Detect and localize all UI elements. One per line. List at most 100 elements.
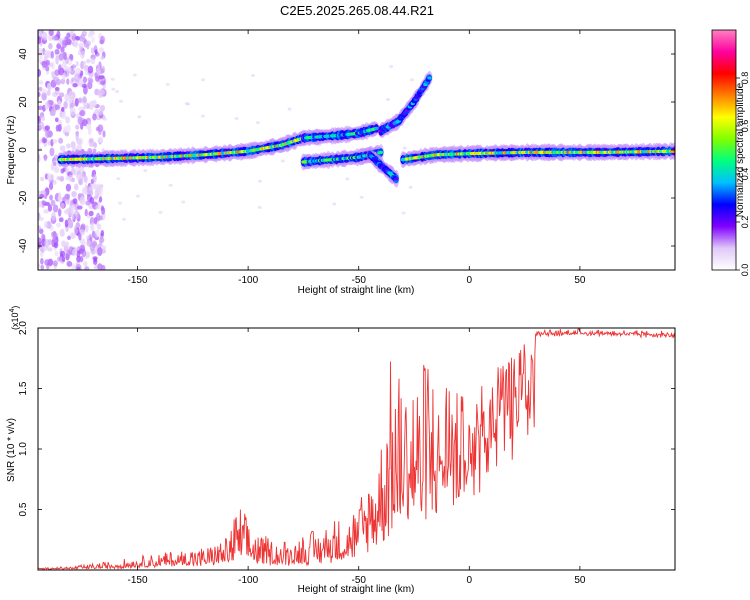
- heatmap-noise-cell: [97, 64, 101, 74]
- heatmap-noise-cell: [64, 241, 70, 250]
- heatmap-y-ticks: -40 -20 0 20 40: [18, 48, 675, 253]
- heatmap-noise-cell: [54, 104, 60, 111]
- heatmap-noise-cell: [86, 43, 90, 50]
- heatmap-noise-cell: [75, 67, 81, 76]
- heatmap-noise-cell: [65, 116, 71, 124]
- y-tick-label: 1.5: [18, 381, 29, 395]
- heatmap-noise-cell: [89, 197, 95, 204]
- heatmap-noise-cell: [79, 244, 85, 252]
- heatmap-weak-cell: [181, 200, 186, 204]
- heatmap-noise-cell: [44, 259, 51, 266]
- heatmap-noise-cell: [54, 117, 59, 123]
- heatmap-noise-cell: [47, 204, 53, 212]
- heatmap-noise-cell: [91, 101, 97, 107]
- heatmap-noise-cell: [81, 118, 88, 127]
- snr-multiplier-close: ): [10, 306, 20, 309]
- x-tick-label: -150: [128, 275, 148, 286]
- heatmap-weak-cell: [122, 217, 127, 221]
- heatmap-noise-cell: [38, 91, 41, 98]
- heatmap-noise-cell: [102, 84, 107, 90]
- heatmap-noise-cell: [85, 224, 89, 233]
- heatmap-noise-cell: [98, 75, 105, 80]
- heatmap-noise-cell: [52, 230, 57, 240]
- heatmap-noise-cell: [93, 173, 97, 183]
- heatmap-noise-cell: [95, 204, 100, 210]
- heatmap-noise-cell: [70, 204, 76, 214]
- heatmap-noise-cell: [64, 131, 70, 137]
- heatmap-noise-cell: [82, 96, 87, 103]
- heatmap-noise-cell: [70, 232, 76, 240]
- snr-series-line: [38, 328, 675, 570]
- heatmap-noise-cell: [92, 113, 97, 121]
- heatmap-noise-cell: [96, 185, 101, 193]
- heatmap-noise-cell: [45, 59, 50, 66]
- heatmap-noise-cell: [64, 209, 69, 215]
- heatmap-noise-cell: [43, 154, 47, 162]
- heatmap-noise-cell: [90, 47, 95, 55]
- heatmap-noise-cell: [84, 208, 88, 217]
- heatmap-noise-cell: [66, 260, 73, 267]
- heatmap-noise-cell: [47, 247, 53, 252]
- heatmap-noise-cell: [42, 138, 48, 143]
- heatmap-ridge-core: [394, 177, 399, 181]
- heatmap-noise-cell: [45, 129, 51, 139]
- heatmap-weak-cell: [200, 114, 205, 118]
- heatmap-noise-cell: [69, 102, 76, 108]
- heatmap-weak-cell: [332, 202, 337, 206]
- heatmap-noise-cell: [99, 238, 103, 245]
- heatmap-noise-cell: [91, 36, 95, 43]
- colorbar-tick-label: 0.0: [740, 264, 750, 277]
- heatmap-noise-cell: [72, 83, 78, 88]
- heatmap-noise-cell: [71, 77, 75, 82]
- heatmap-weak-cell: [401, 211, 406, 215]
- colorbar-tick-label: 0.4: [740, 168, 750, 181]
- heatmap-noise-cell: [61, 39, 68, 49]
- heatmap-ridge-core: [672, 149, 675, 153]
- y-tick-label: 2.0: [18, 321, 29, 335]
- heatmap-noise-cell: [60, 168, 65, 174]
- heatmap-noise-cell: [69, 106, 76, 116]
- heatmap-noise-cell: [40, 264, 45, 270]
- x-tick-label: -50: [351, 575, 366, 586]
- heatmap-weak-cell: [168, 183, 173, 187]
- heatmap-noise-cell: [41, 92, 47, 101]
- heatmap-noise-cell: [94, 49, 98, 55]
- heatmap-noise-cell: [59, 145, 66, 152]
- heatmap-noise-cell: [73, 39, 79, 49]
- heatmap-weak-cell: [255, 121, 260, 125]
- figure-title: C2E5.2025.265.08.44.R21: [280, 3, 434, 18]
- heatmap-noise-cell: [40, 257, 44, 265]
- heatmap-weak-cell: [158, 210, 163, 214]
- heatmap-noise-cell: [90, 222, 95, 231]
- heatmap-noise-cell: [38, 121, 45, 130]
- heatmap-noise-cell: [68, 90, 75, 100]
- heatmap-noise-cell: [42, 31, 48, 41]
- heatmap-noise-cell: [86, 185, 93, 194]
- heatmap-noise-cell: [88, 210, 94, 217]
- heatmap-weak-cell: [345, 177, 350, 181]
- colorbar-gradient: [711, 29, 737, 271]
- heatmap-noise-cell: [80, 50, 85, 59]
- heatmap-noise-cell: [38, 47, 43, 53]
- heatmap-noise-cell: [58, 217, 64, 223]
- heatmap-weak-cell: [257, 205, 262, 209]
- colorbar-label: Normalized spectral amplitude: [735, 82, 746, 217]
- heatmap-noise-cell: [55, 55, 59, 65]
- heatmap-noise-cell: [80, 172, 85, 180]
- heatmap-noise-cell: [43, 50, 50, 56]
- y-tick-label: 1.0: [18, 442, 29, 456]
- heatmap-noise-cell: [61, 114, 67, 120]
- heatmap-noise-cell: [47, 172, 52, 181]
- heatmap-noise-cell: [67, 59, 73, 66]
- heatmap-noise-cell: [38, 36, 42, 44]
- heatmap-weak-cell: [408, 185, 413, 189]
- heatmap-noise-cell: [57, 192, 62, 200]
- heatmap-noise-cell: [90, 57, 96, 65]
- heatmap-noise-cell: [49, 194, 53, 201]
- x-tick-label: -150: [128, 575, 148, 586]
- heatmap-noise-cell: [41, 88, 47, 94]
- heatmap-noise-cell: [38, 228, 44, 235]
- heatmap-noise-cell: [99, 80, 106, 86]
- heatmap-weak-cell: [137, 115, 142, 119]
